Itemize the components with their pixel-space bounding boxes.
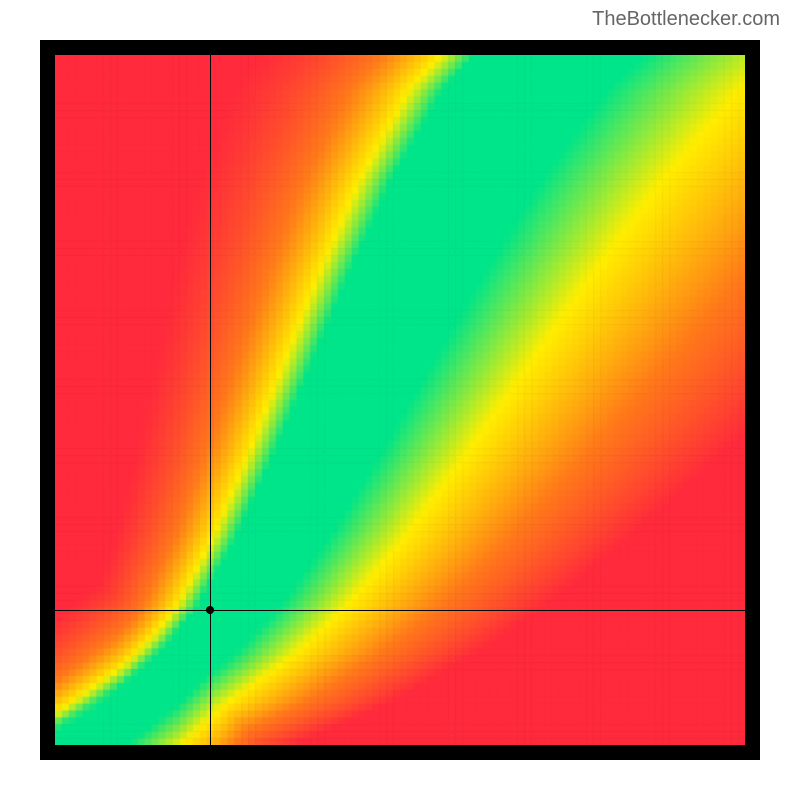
plot-border xyxy=(40,40,760,760)
plot-area xyxy=(55,55,745,745)
chart-container: TheBottlenecker.com xyxy=(0,0,800,800)
heatmap-canvas xyxy=(55,55,745,745)
attribution-text: TheBottlenecker.com xyxy=(592,8,780,31)
